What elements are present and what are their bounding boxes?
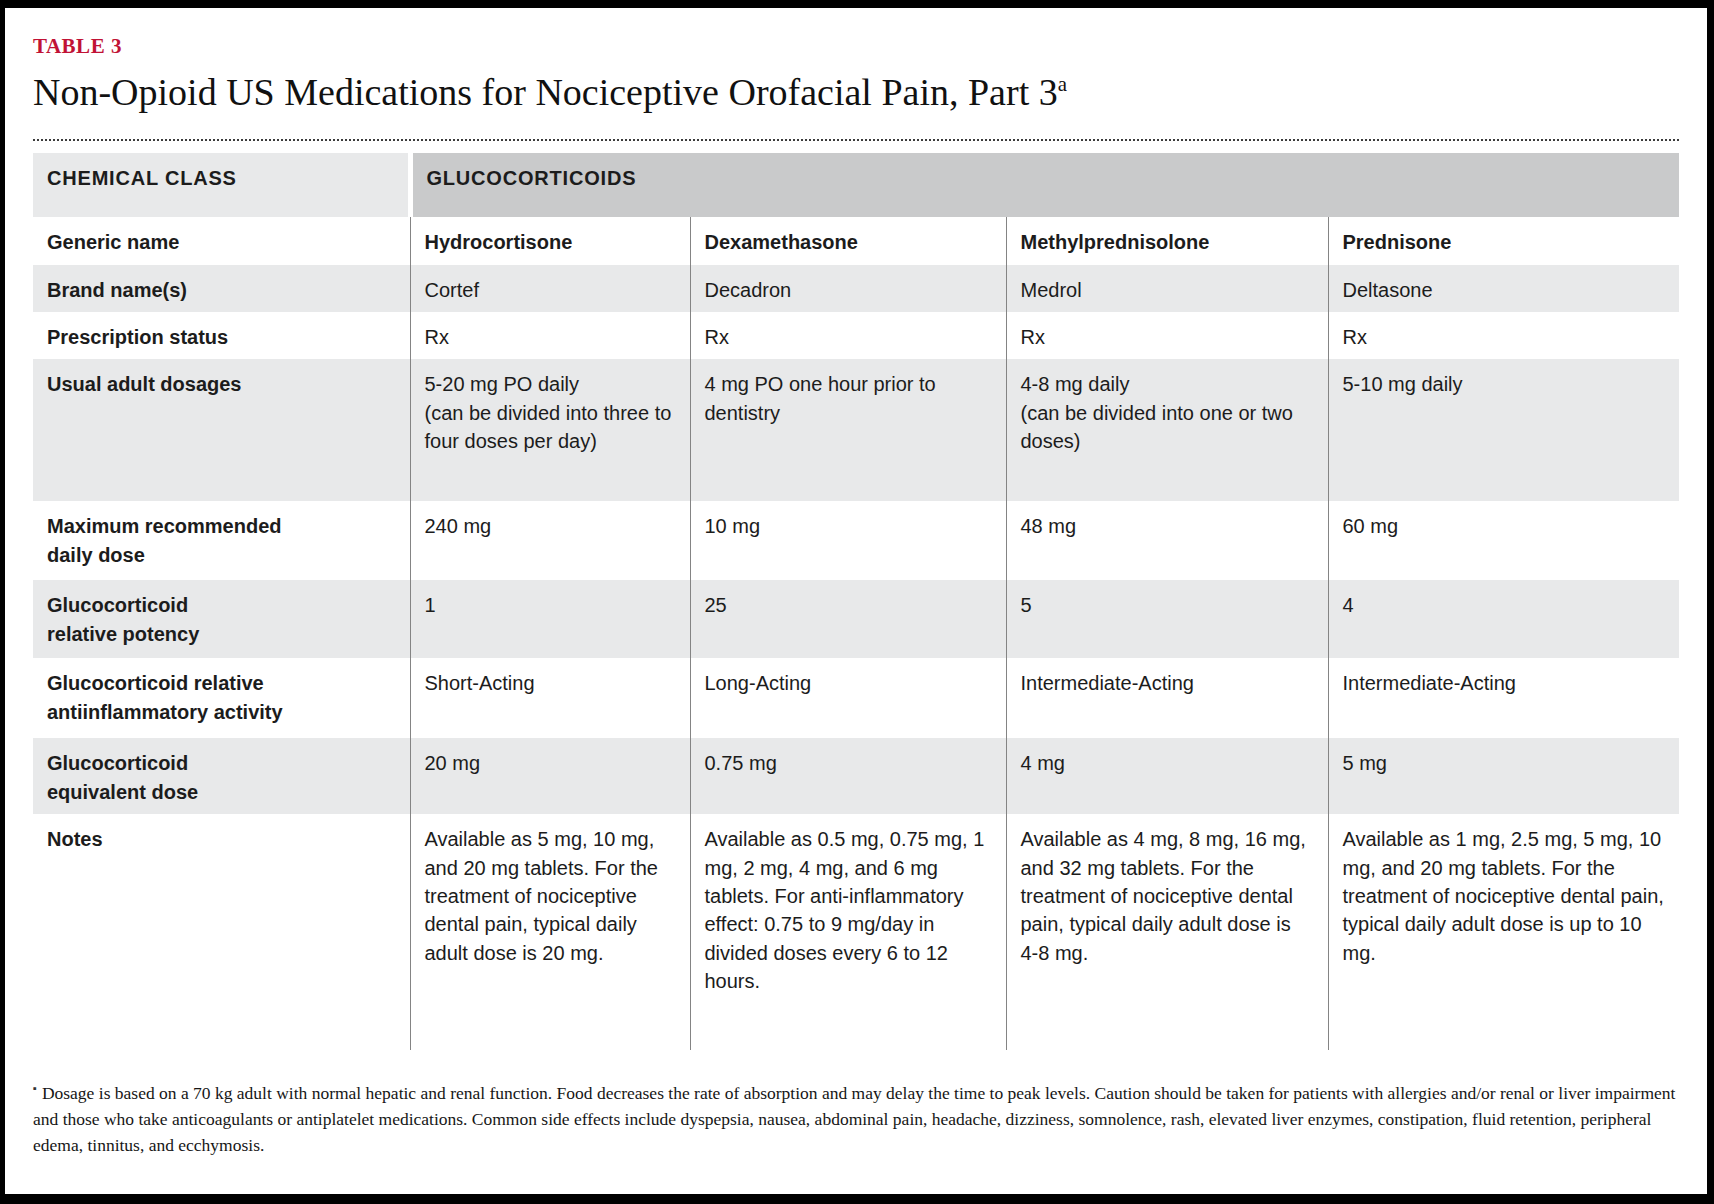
table-row-antiinflammatory-activity: Glucocorticoid relative antiinflammatory… <box>33 658 1679 738</box>
dotted-divider <box>33 139 1679 141</box>
table-row-relative-potency: Glucocorticoid relative potency 1 25 5 4 <box>33 580 1679 658</box>
table-cell: 4 mg PO one hour prior to dentistry <box>690 359 1006 501</box>
table-cell: 60 mg <box>1328 501 1679 580</box>
table-cell: Available as 5 mg, 10 mg, and 20 mg tabl… <box>410 814 690 1050</box>
table-cell: Available as 1 mg, 2.5 mg, 5 mg, 10 mg, … <box>1328 814 1679 1050</box>
table-row-prescription-status: Prescription status Rx Rx Rx Rx <box>33 312 1679 359</box>
row-label-usual-adult-dosages: Usual adult dosages <box>33 359 410 501</box>
table-cell: Available as 0.5 mg, 0.75 mg, 1 mg, 2 mg… <box>690 814 1006 1050</box>
table-cell: 0.75 mg <box>690 738 1006 814</box>
table-cell: Intermediate-Acting <box>1006 658 1328 738</box>
row-label-equivalent-dose: Glucocorticoid equivalent dose <box>33 738 410 814</box>
table-header-row: CHEMICAL CLASS GLUCOCORTICOIDS <box>33 153 1679 217</box>
table-cell: 5 mg <box>1328 738 1679 814</box>
table-row-equivalent-dose: Glucocorticoid equivalent dose 20 mg 0.7… <box>33 738 1679 814</box>
table-cell: Dexamethasone <box>690 217 1006 265</box>
footnote-text: Dosage is based on a 70 kg adult with no… <box>33 1083 1675 1155</box>
table-cell: 10 mg <box>690 501 1006 580</box>
row-label-relative-potency: Glucocorticoid relative potency <box>33 580 410 658</box>
table-cell: Rx <box>690 312 1006 359</box>
table-cell: 240 mg <box>410 501 690 580</box>
table-number-kicker: TABLE 3 <box>33 34 1679 59</box>
table-cell: 48 mg <box>1006 501 1328 580</box>
table-footnote: ▪Dosage is based on a 70 kg adult with n… <box>33 1080 1679 1159</box>
table-cell: Cortef <box>410 265 690 312</box>
table-cell: Deltasone <box>1328 265 1679 312</box>
table-cell: 1 <box>410 580 690 658</box>
table-cell: Decadron <box>690 265 1006 312</box>
table-cell: Hydrocortisone <box>410 217 690 265</box>
row-label-brand-names: Brand name(s) <box>33 265 410 312</box>
table-cell: 5-10 mg daily <box>1328 359 1679 501</box>
table-row-maximum-daily-dose: Maximum recommended daily dose 240 mg 10… <box>33 501 1679 580</box>
title-footnote-superscript: a <box>1058 72 1067 96</box>
row-label-notes: Notes <box>33 814 410 1050</box>
table-cell: Rx <box>1328 312 1679 359</box>
footnote-marker: ▪ <box>33 1080 37 1096</box>
table-cell: Short-Acting <box>410 658 690 738</box>
table-cell: 25 <box>690 580 1006 658</box>
table-row-brand-names: Brand name(s) Cortef Decadron Medrol Del… <box>33 265 1679 312</box>
table-cell: Rx <box>1006 312 1328 359</box>
table-cell: 4 mg <box>1006 738 1328 814</box>
row-label-antiinflammatory-activity: Glucocorticoid relative antiinflammatory… <box>33 658 410 738</box>
table-figure: TABLE 3 Non-Opioid US Medications for No… <box>33 8 1679 1159</box>
row-label-generic-name: Generic name <box>33 217 410 265</box>
table-row-generic-name: Generic name Hydrocortisone Dexamethason… <box>33 217 1679 265</box>
chemical-class-header: CHEMICAL CLASS <box>33 153 410 217</box>
glucocorticoids-header: GLUCOCORTICOIDS <box>410 153 1679 217</box>
table-cell: 4 <box>1328 580 1679 658</box>
table-cell: Medrol <box>1006 265 1328 312</box>
table-cell: Long-Acting <box>690 658 1006 738</box>
table-cell: Rx <box>410 312 690 359</box>
page-title-text: Non-Opioid US Medications for Nociceptiv… <box>33 71 1058 113</box>
table-cell: 4-8 mg daily (can be divided into one or… <box>1006 359 1328 501</box>
table-cell: 5 <box>1006 580 1328 658</box>
table-row-usual-adult-dosages: Usual adult dosages 5-20 mg PO daily (ca… <box>33 359 1679 501</box>
document-page: TABLE 3 Non-Opioid US Medications for No… <box>5 8 1707 1194</box>
table-cell: 20 mg <box>410 738 690 814</box>
table-cell: Prednisone <box>1328 217 1679 265</box>
table-cell: Intermediate-Acting <box>1328 658 1679 738</box>
medications-table: CHEMICAL CLASS GLUCOCORTICOIDS Generic n… <box>33 153 1679 1051</box>
table-row-notes: Notes Available as 5 mg, 10 mg, and 20 m… <box>33 814 1679 1050</box>
table-cell: 5-20 mg PO daily (can be divided into th… <box>410 359 690 501</box>
table-cell: Methylprednisolone <box>1006 217 1328 265</box>
page-title: Non-Opioid US Medications for Nociceptiv… <box>33 71 1679 115</box>
row-label-prescription-status: Prescription status <box>33 312 410 359</box>
table-cell: Available as 4 mg, 8 mg, 16 mg, and 32 m… <box>1006 814 1328 1050</box>
row-label-maximum-daily-dose: Maximum recommended daily dose <box>33 501 410 580</box>
